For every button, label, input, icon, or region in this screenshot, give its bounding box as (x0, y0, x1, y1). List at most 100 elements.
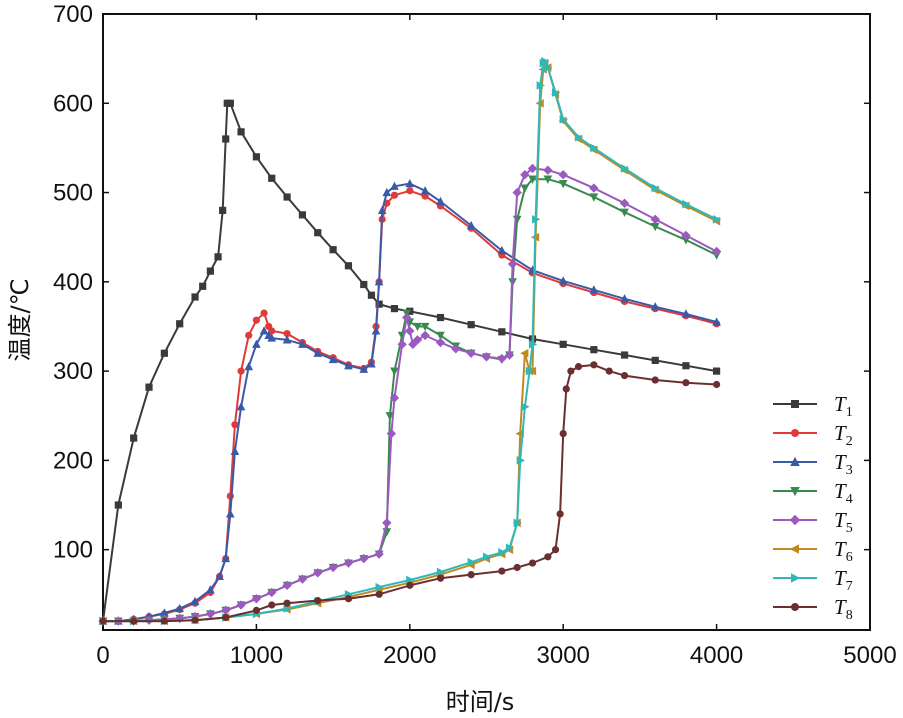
legend-label: T7 (834, 566, 853, 594)
data-point (343, 558, 354, 568)
data-point (527, 163, 538, 174)
series-line (103, 178, 718, 623)
data-point (329, 246, 337, 254)
legend-label: T4 (834, 479, 853, 507)
data-point (222, 135, 230, 143)
data-point (531, 215, 541, 224)
data-point (650, 214, 660, 225)
data-point (226, 492, 234, 500)
data-point (328, 354, 338, 364)
series-line (103, 167, 718, 623)
data-point (405, 326, 415, 336)
y-tick-label: 200 (53, 447, 93, 474)
data-point (375, 582, 384, 592)
data-point (682, 379, 690, 387)
data-point (590, 361, 598, 369)
x-tick-label: 0 (96, 642, 109, 669)
data-point (558, 170, 568, 180)
data-point (190, 596, 200, 606)
data-point (543, 175, 553, 184)
data-point (145, 383, 153, 391)
data-point (412, 335, 423, 345)
y-tick-label: 700 (53, 1, 93, 28)
series-t3 (98, 178, 721, 625)
legend-label: T6 (834, 537, 853, 565)
data-point (226, 509, 235, 518)
data-point (230, 446, 240, 456)
data-point (175, 603, 185, 613)
data-point (375, 300, 383, 308)
data-point (712, 317, 721, 326)
data-point (389, 393, 400, 403)
data-point (682, 362, 690, 370)
data-point (221, 605, 231, 616)
data-point (481, 352, 492, 362)
legend-item: T4 (773, 479, 853, 507)
series-line (103, 60, 718, 623)
data-point (420, 186, 430, 195)
legend-item: T6 (773, 537, 853, 565)
data-point (589, 183, 599, 193)
data-point (520, 170, 530, 180)
legend-marker (790, 487, 800, 497)
data-point (206, 585, 215, 594)
data-point (245, 331, 253, 339)
x-tick-label: 2000 (383, 642, 436, 669)
legend-marker (789, 514, 801, 526)
data-point (237, 367, 245, 375)
data-point (467, 557, 476, 567)
data-point (390, 305, 399, 313)
legend-item: T7 (773, 566, 853, 594)
data-point (236, 402, 246, 411)
data-point (681, 230, 691, 241)
data-point (556, 510, 564, 518)
data-point (406, 581, 414, 589)
data-point (390, 191, 399, 199)
series-line (103, 189, 717, 623)
data-point (130, 617, 138, 625)
data-point (221, 553, 231, 563)
data-point (114, 501, 122, 509)
data-point (551, 88, 561, 97)
data-point (268, 327, 276, 335)
x-tick-label: 4000 (690, 642, 743, 669)
data-point (544, 63, 553, 72)
data-point (435, 337, 446, 348)
data-point (436, 574, 445, 582)
data-point (620, 208, 629, 217)
data-point (562, 385, 570, 393)
data-point (313, 348, 323, 357)
data-point (390, 181, 399, 190)
x-tick-label: 1000 (230, 642, 283, 669)
data-point (681, 309, 691, 318)
data-point (382, 518, 392, 528)
data-point (215, 571, 224, 581)
data-point (512, 187, 522, 198)
data-point (528, 175, 537, 184)
series-t4 (98, 175, 721, 626)
data-point (558, 180, 568, 189)
series-line (103, 182, 717, 623)
data-point (498, 328, 506, 336)
data-point (466, 220, 476, 230)
data-point (541, 56, 550, 66)
data-point (589, 193, 599, 202)
data-point (497, 245, 507, 255)
data-point (619, 198, 630, 208)
series-t7 (99, 56, 722, 626)
data-point (367, 291, 376, 299)
data-point (313, 568, 323, 578)
data-point (267, 587, 277, 598)
legend-item: T2 (773, 421, 853, 449)
data-point (651, 376, 659, 384)
data-point (713, 367, 721, 375)
data-point (559, 115, 568, 124)
data-point (297, 574, 308, 584)
data-point (328, 562, 338, 573)
data-point (344, 361, 353, 370)
y-tick-label: 500 (53, 180, 93, 207)
data-point (191, 616, 199, 624)
data-point (160, 617, 168, 625)
data-point (298, 339, 307, 348)
data-point (651, 356, 659, 364)
